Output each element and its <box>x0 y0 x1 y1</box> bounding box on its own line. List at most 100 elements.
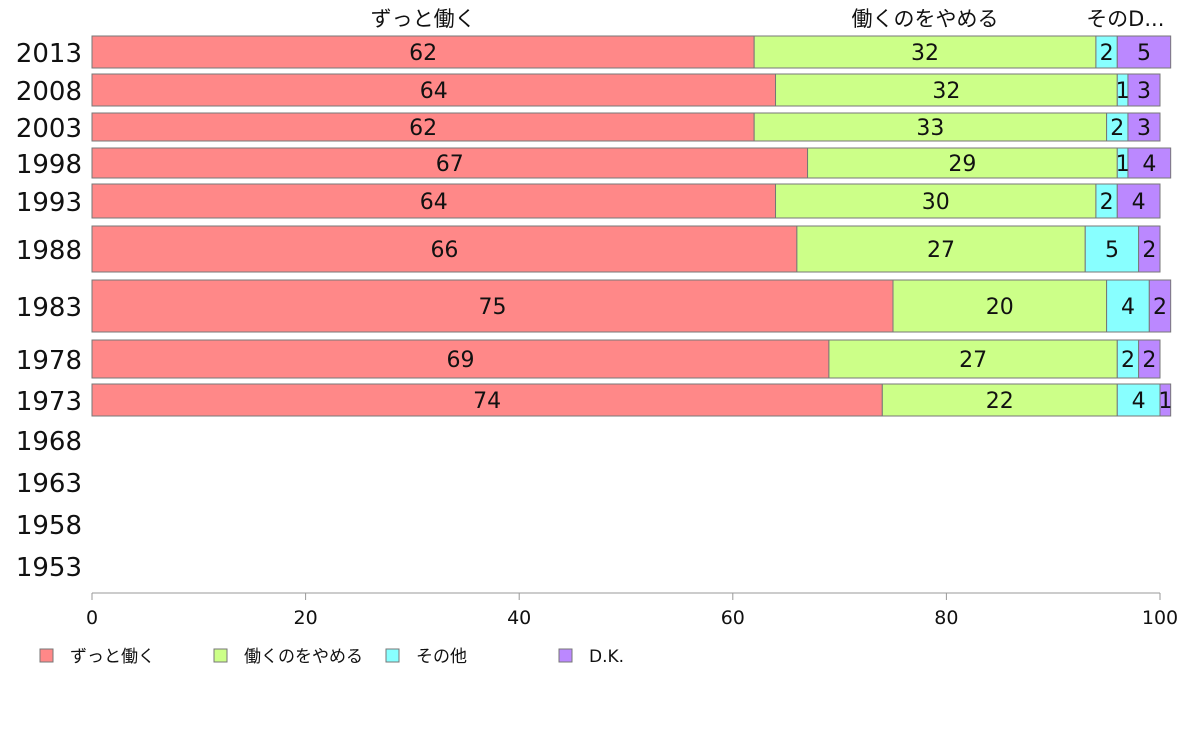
bar-value-label: 66 <box>430 238 458 263</box>
bar-segment <box>91 279 894 333</box>
legend-swatch <box>558 648 573 663</box>
bar-value-label: 2 <box>1153 295 1167 320</box>
x-tick-label: 60 <box>721 607 745 629</box>
bar-value-label: 33 <box>916 116 944 141</box>
bar-segment <box>753 35 1097 69</box>
legend-swatch <box>39 648 54 663</box>
bar-segment <box>1138 225 1161 273</box>
bar-value-label: 62 <box>409 41 437 66</box>
bar-value-label: 64 <box>420 190 448 215</box>
bar-value-label: 2 <box>1142 238 1156 263</box>
bar-segment <box>91 73 777 107</box>
top-series-label: 働くのをやめる <box>852 7 999 31</box>
bar-value-label: 62 <box>409 116 437 141</box>
bar-value-label: 2 <box>1110 116 1124 141</box>
bar-segment <box>91 35 755 69</box>
bar-value-label: 4 <box>1132 389 1146 414</box>
bar-value-label: 1 <box>1116 152 1130 177</box>
y-tick-label: 1998 <box>16 150 82 180</box>
bars-layer <box>91 35 1172 417</box>
bar-value-label: 2 <box>1121 348 1135 373</box>
y-tick-label: 1983 <box>16 293 82 323</box>
bar-segment <box>1116 35 1172 69</box>
bar-segment <box>91 225 798 273</box>
bar-value-label: 27 <box>959 348 987 373</box>
bar-value-label: 32 <box>911 41 939 66</box>
bar-segment <box>807 147 1118 179</box>
bar-segment <box>1127 73 1161 107</box>
bar-value-label: 29 <box>948 152 976 177</box>
bar-segment <box>1106 279 1150 333</box>
top-series-label: そのD... <box>1086 7 1164 31</box>
bar-segment <box>892 279 1108 333</box>
bar-segment <box>91 147 809 179</box>
legend: ずっと働く 働くのをやめる その他 D.K. <box>39 647 624 667</box>
x-tick-label: 80 <box>934 607 958 629</box>
bar-segment <box>775 73 1118 107</box>
y-tick-label: 1968 <box>16 427 82 457</box>
legend-label: D.K. <box>589 647 624 667</box>
y-tick-label: 1993 <box>16 188 82 218</box>
bar-value-label: 2 <box>1100 190 1114 215</box>
bar-value-label: 2 <box>1100 41 1114 66</box>
bar-segment <box>1159 383 1172 417</box>
x-axis: 0 20 40 60 80 100 <box>86 592 1178 629</box>
bar-value-label: 27 <box>927 238 955 263</box>
bar-segment <box>1138 339 1161 379</box>
bar-value-label: 67 <box>436 152 464 177</box>
bar-segment <box>1084 225 1140 273</box>
y-tick-label: 1973 <box>16 387 82 417</box>
bar-segment <box>91 383 883 417</box>
x-tick-label: 100 <box>1142 607 1178 629</box>
bar-value-label: 69 <box>446 348 474 373</box>
bar-value-label: 3 <box>1137 116 1151 141</box>
y-tick-label: 1953 <box>16 553 82 583</box>
bar-value-label: 4 <box>1121 295 1135 320</box>
bar-segment <box>1127 112 1161 142</box>
bar-value-label: 3 <box>1137 79 1151 104</box>
bar-segment <box>91 339 830 379</box>
x-tick-label: 0 <box>86 607 98 629</box>
y-tick-label: 1963 <box>16 469 82 499</box>
y-tick-label: 2013 <box>16 39 82 69</box>
bar-value-label: 4 <box>1142 152 1156 177</box>
bar-segment <box>753 112 1108 142</box>
bar-value-label: 5 <box>1105 238 1119 263</box>
value-labels-layer: 62 32 2 564 32 1 362 33 2 367 29 1 464 30 2 466 27 5 275 20… <box>409 41 1172 414</box>
legend-label: 働くのをやめる <box>244 647 363 667</box>
x-tick-label: 20 <box>294 607 318 629</box>
bar-segment <box>1116 183 1161 219</box>
legend-label: その他 <box>416 647 467 667</box>
y-tick-label: 1988 <box>16 236 82 266</box>
bar-value-label: 22 <box>986 389 1014 414</box>
bar-value-label: 64 <box>420 79 448 104</box>
bar-value-label: 4 <box>1132 190 1146 215</box>
legend-swatch <box>213 648 228 663</box>
bar-segment <box>91 112 755 142</box>
bar-segment <box>1116 383 1161 417</box>
x-tick-label: 40 <box>507 607 531 629</box>
bar-segment <box>796 225 1086 273</box>
legend-label: ずっと働く <box>70 647 155 667</box>
bar-value-label: 30 <box>922 190 950 215</box>
y-tick-label: 2008 <box>16 77 82 107</box>
top-series-label: ずっと働く <box>371 7 476 31</box>
bar-segment <box>1148 279 1172 333</box>
bar-value-label: 75 <box>479 295 507 320</box>
bar-segment <box>828 339 1118 379</box>
y-tick-label: 2003 <box>16 114 82 144</box>
bar-value-label: 32 <box>932 79 960 104</box>
bar-segment <box>881 383 1118 417</box>
bar-value-label: 1 <box>1116 79 1130 104</box>
y-axis-labels: 2013 2008 2003 1998 1993 1988 1983 1978 1973 1968… <box>16 39 82 583</box>
legend-swatch <box>385 648 400 663</box>
bar-value-label: 74 <box>473 389 501 414</box>
top-series-labels: ずっと働く 働くのをやめる そのD... <box>371 7 1165 31</box>
bar-value-label: 20 <box>986 295 1014 320</box>
y-tick-label: 1958 <box>16 511 82 541</box>
bar-value-label: 5 <box>1137 41 1151 66</box>
bar-value-label: 1 <box>1158 389 1172 414</box>
bar-segment <box>1127 147 1172 179</box>
